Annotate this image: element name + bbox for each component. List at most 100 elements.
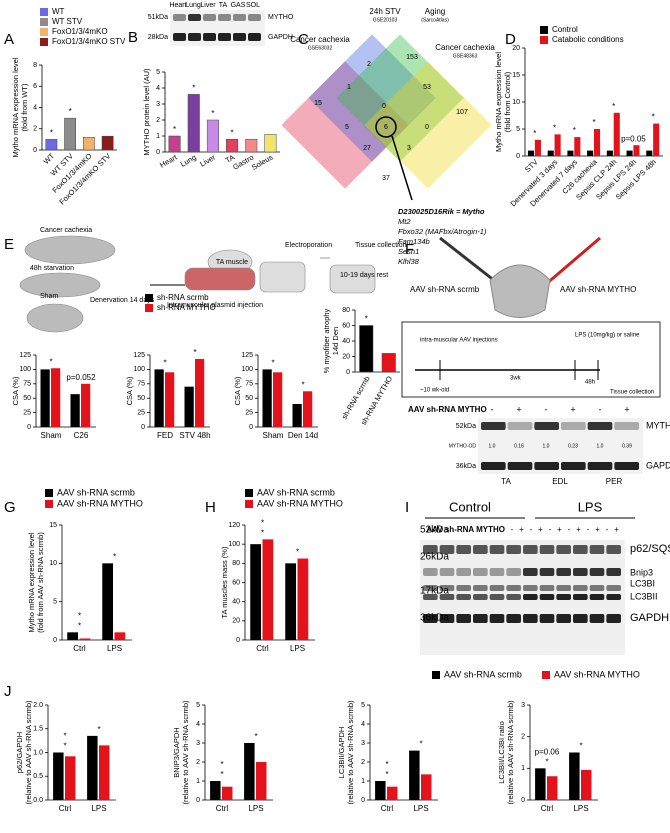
legend-label: AAV sh-RNA scrmb bbox=[57, 487, 135, 497]
y-axis-label: (relative to AAV sh-RNA scrmb) bbox=[24, 700, 33, 805]
legend-label: AAV sh-RNA scrmb bbox=[444, 669, 522, 679]
blot-band bbox=[523, 568, 538, 576]
blot-lane: Lung bbox=[185, 2, 201, 9]
significance: * bbox=[573, 126, 576, 135]
venn-count: 6 bbox=[384, 124, 388, 131]
significance: * bbox=[192, 84, 195, 93]
blot-band bbox=[439, 568, 455, 576]
y-tick-label: 4 bbox=[361, 721, 365, 728]
timeline-label: 48h bbox=[585, 380, 595, 386]
significance: * bbox=[50, 128, 53, 137]
venn-count: 107 bbox=[456, 109, 468, 116]
illustration-label: Cancer cachexia bbox=[40, 227, 92, 234]
bar bbox=[554, 134, 561, 156]
blot-band bbox=[539, 614, 555, 623]
x-tick-label: Lung bbox=[179, 153, 198, 169]
panel-letter: F bbox=[405, 241, 414, 258]
venn-title: 24h STV bbox=[369, 7, 401, 16]
y-tick-label: 75 bbox=[137, 381, 145, 388]
bar bbox=[653, 123, 660, 156]
significance: * bbox=[365, 315, 368, 324]
legend-swatch bbox=[542, 671, 550, 679]
significance: * bbox=[63, 742, 66, 751]
y-tick-label: 3 bbox=[521, 702, 525, 709]
bar bbox=[51, 368, 61, 427]
x-tick-label: Ctrl bbox=[59, 804, 72, 813]
blot-band bbox=[606, 594, 621, 600]
bar bbox=[581, 769, 592, 800]
legend-swatch bbox=[145, 304, 153, 312]
blot-lane: TA bbox=[219, 2, 228, 9]
y-tick-label: 3 bbox=[196, 740, 200, 747]
blot-band bbox=[506, 568, 521, 576]
y-axis-label: (fold from Control) bbox=[503, 71, 512, 132]
venn-count: 53 bbox=[423, 84, 431, 91]
blot-band bbox=[614, 462, 639, 470]
bar bbox=[534, 139, 541, 156]
y-tick-label: 2 bbox=[33, 126, 37, 133]
y-tick-label: 0.0 bbox=[33, 797, 43, 804]
significance: * bbox=[231, 128, 234, 137]
label: PER bbox=[606, 477, 623, 486]
blot-band bbox=[556, 568, 571, 576]
y-tick-label: 6 bbox=[33, 83, 37, 90]
y-tick-label: 60 bbox=[232, 579, 240, 586]
y-tick-label: 3 bbox=[361, 740, 365, 747]
venn-count: 3 bbox=[407, 145, 411, 152]
legend-swatch bbox=[540, 36, 548, 44]
blot-sign: - bbox=[491, 404, 494, 414]
blot-marker: 51kDa bbox=[148, 14, 168, 21]
x-tick-label: LPS bbox=[91, 804, 106, 813]
bar bbox=[262, 369, 272, 427]
blot-band bbox=[456, 614, 471, 623]
significance: * bbox=[296, 548, 299, 557]
blot-band bbox=[489, 568, 505, 576]
timeline-label: LPS (10mg/kg) or saline bbox=[575, 333, 640, 339]
y-tick-label: 50 bbox=[245, 395, 253, 402]
significance: * bbox=[220, 770, 223, 779]
bar bbox=[64, 117, 76, 151]
timeline-label: intra-muscular AAV injections bbox=[420, 338, 498, 344]
blot-band bbox=[456, 568, 471, 576]
y-axis-label: (relative to AAV sh-RNA scrmb) bbox=[506, 700, 515, 805]
panel-letter: H bbox=[205, 499, 216, 516]
bar bbox=[154, 369, 164, 427]
x-tick-label: FED bbox=[157, 431, 173, 440]
label: AAV sh-RNA scrmb bbox=[410, 285, 480, 294]
bar bbox=[587, 150, 594, 156]
x-tick-label: LPS bbox=[573, 804, 588, 813]
blot-band bbox=[423, 594, 438, 600]
significance: * bbox=[211, 109, 214, 118]
x-tick-label: LPS bbox=[413, 804, 428, 813]
y-tick-label: 0 bbox=[346, 369, 350, 376]
blot-band bbox=[233, 14, 246, 21]
significance: * bbox=[97, 725, 100, 734]
label: EDL bbox=[552, 477, 568, 486]
legend-swatch bbox=[40, 18, 48, 26]
arrow bbox=[391, 135, 413, 201]
blot-band bbox=[489, 614, 505, 623]
venn-source: GSE63032 bbox=[308, 45, 333, 51]
blot-sign: - bbox=[599, 404, 602, 414]
blot-band bbox=[248, 33, 261, 41]
x-tick-label: Sham bbox=[263, 431, 284, 440]
bar bbox=[569, 752, 580, 800]
blot-sign: + bbox=[516, 404, 521, 414]
blot-band bbox=[473, 585, 488, 591]
blot-band bbox=[587, 422, 613, 430]
y-tick-label: 10 bbox=[512, 99, 520, 106]
bar bbox=[101, 135, 114, 151]
y-tick-label: 100 bbox=[19, 366, 31, 373]
blot-band bbox=[188, 14, 201, 21]
bar bbox=[574, 137, 581, 156]
timeline-label: ~10 wk-old bbox=[420, 388, 449, 394]
significance: * bbox=[579, 742, 582, 751]
legend-swatch bbox=[145, 294, 153, 302]
y-tick-label: 20 bbox=[342, 353, 350, 360]
y-tick-label: 2 bbox=[156, 117, 160, 124]
blot-band bbox=[423, 568, 438, 576]
blot-band bbox=[589, 545, 605, 554]
blot-band bbox=[423, 585, 438, 591]
significance: * bbox=[419, 740, 422, 749]
venn-title: Cancer cachexia bbox=[290, 35, 350, 44]
